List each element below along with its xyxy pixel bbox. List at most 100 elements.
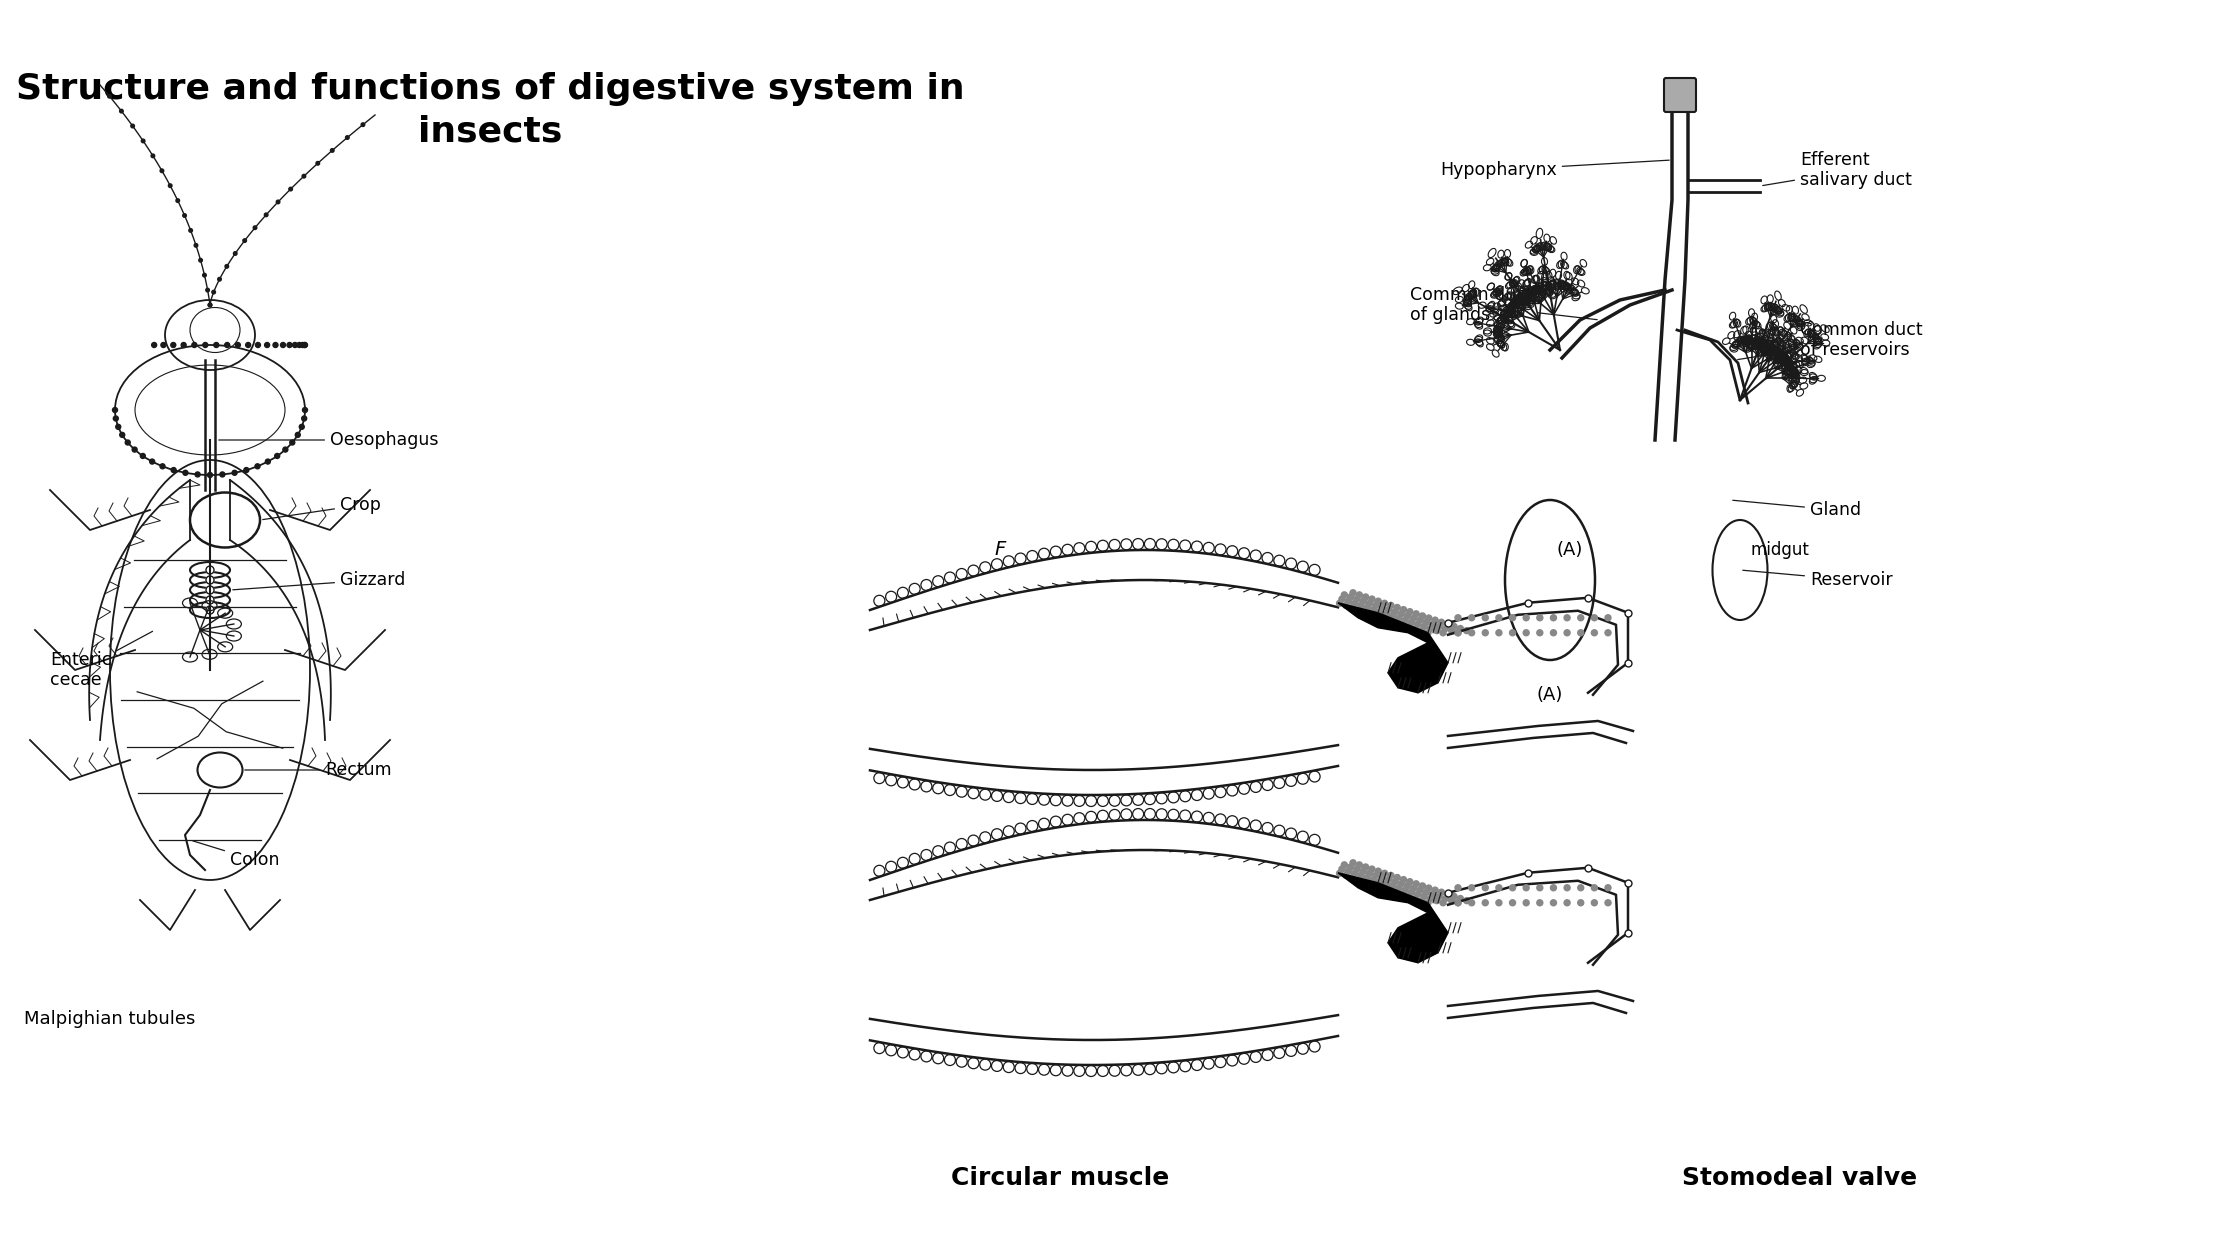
Circle shape xyxy=(1382,611,1389,617)
Circle shape xyxy=(264,459,271,464)
Circle shape xyxy=(1456,615,1460,621)
Circle shape xyxy=(159,169,164,173)
Text: Common duct
of reservoirs: Common duct of reservoirs xyxy=(1738,320,1922,359)
Circle shape xyxy=(276,454,280,459)
Circle shape xyxy=(1469,630,1474,636)
Circle shape xyxy=(242,239,246,242)
Circle shape xyxy=(1398,611,1404,617)
Text: (A): (A) xyxy=(1537,685,1564,704)
Circle shape xyxy=(1445,621,1452,627)
Circle shape xyxy=(1344,872,1348,878)
Circle shape xyxy=(302,407,307,412)
Circle shape xyxy=(1431,617,1438,624)
Circle shape xyxy=(1463,897,1469,903)
Circle shape xyxy=(1438,890,1445,896)
Circle shape xyxy=(296,432,300,437)
Circle shape xyxy=(1404,612,1411,619)
Circle shape xyxy=(1434,897,1440,903)
Circle shape xyxy=(199,258,202,262)
Text: Reservoir: Reservoir xyxy=(1743,571,1893,588)
Circle shape xyxy=(264,213,269,217)
Text: Common duct
of glands: Common duct of glands xyxy=(1409,286,1597,324)
Circle shape xyxy=(1416,891,1420,897)
Circle shape xyxy=(1391,609,1398,615)
Circle shape xyxy=(1590,900,1597,906)
Circle shape xyxy=(282,447,289,452)
Circle shape xyxy=(1436,624,1443,630)
Circle shape xyxy=(1429,891,1436,897)
Circle shape xyxy=(1342,862,1346,868)
Circle shape xyxy=(287,343,291,348)
Circle shape xyxy=(224,343,231,348)
Circle shape xyxy=(1445,891,1452,897)
Circle shape xyxy=(264,343,269,348)
Circle shape xyxy=(112,407,116,412)
Circle shape xyxy=(280,343,284,348)
Circle shape xyxy=(1606,900,1611,906)
Circle shape xyxy=(161,343,166,348)
Circle shape xyxy=(1452,624,1456,630)
Circle shape xyxy=(1456,630,1460,636)
Circle shape xyxy=(1355,606,1362,612)
Circle shape xyxy=(1407,609,1413,615)
Text: Hypopharynx: Hypopharynx xyxy=(1440,160,1669,179)
Circle shape xyxy=(1443,625,1449,631)
Circle shape xyxy=(1404,883,1411,888)
Circle shape xyxy=(361,123,365,126)
Circle shape xyxy=(119,432,125,437)
Circle shape xyxy=(1452,893,1456,900)
Circle shape xyxy=(1382,871,1387,876)
Circle shape xyxy=(1348,874,1355,881)
Circle shape xyxy=(1510,900,1516,906)
Circle shape xyxy=(1373,602,1380,609)
Circle shape xyxy=(193,343,197,348)
Text: Oesophagus: Oesophagus xyxy=(220,431,439,449)
Circle shape xyxy=(184,214,186,217)
Circle shape xyxy=(1550,900,1557,906)
Circle shape xyxy=(233,252,237,256)
Circle shape xyxy=(1346,598,1351,605)
Circle shape xyxy=(1425,900,1431,906)
Circle shape xyxy=(1438,619,1445,625)
Circle shape xyxy=(1382,600,1387,606)
Circle shape xyxy=(177,199,179,203)
Circle shape xyxy=(1371,606,1378,612)
Circle shape xyxy=(224,265,228,268)
Circle shape xyxy=(1458,896,1463,902)
Circle shape xyxy=(1346,868,1351,874)
Circle shape xyxy=(1496,900,1501,906)
Circle shape xyxy=(1420,893,1427,900)
Circle shape xyxy=(1348,864,1353,869)
Circle shape xyxy=(1413,881,1420,887)
Circle shape xyxy=(1434,627,1440,634)
Circle shape xyxy=(1418,897,1425,903)
Circle shape xyxy=(1409,890,1413,896)
Circle shape xyxy=(1483,900,1487,906)
Circle shape xyxy=(1564,630,1570,636)
Circle shape xyxy=(1483,615,1487,621)
Circle shape xyxy=(1351,590,1355,596)
Circle shape xyxy=(1590,885,1597,891)
Circle shape xyxy=(1369,611,1373,617)
Circle shape xyxy=(1353,596,1360,602)
Circle shape xyxy=(1483,885,1487,891)
Circle shape xyxy=(1375,883,1380,888)
Circle shape xyxy=(1353,866,1360,872)
Circle shape xyxy=(1550,615,1557,621)
Circle shape xyxy=(1409,619,1413,625)
Circle shape xyxy=(159,464,166,469)
Circle shape xyxy=(1362,864,1369,869)
Circle shape xyxy=(1418,617,1422,624)
Circle shape xyxy=(1422,890,1429,896)
Circle shape xyxy=(1590,630,1597,636)
Circle shape xyxy=(253,226,258,229)
Circle shape xyxy=(1378,609,1382,615)
Circle shape xyxy=(1362,593,1369,600)
Circle shape xyxy=(235,343,240,348)
Circle shape xyxy=(302,343,307,348)
Circle shape xyxy=(1371,877,1378,882)
Circle shape xyxy=(1364,605,1371,611)
Circle shape xyxy=(152,343,157,348)
Circle shape xyxy=(1523,615,1530,621)
Circle shape xyxy=(1362,609,1369,615)
